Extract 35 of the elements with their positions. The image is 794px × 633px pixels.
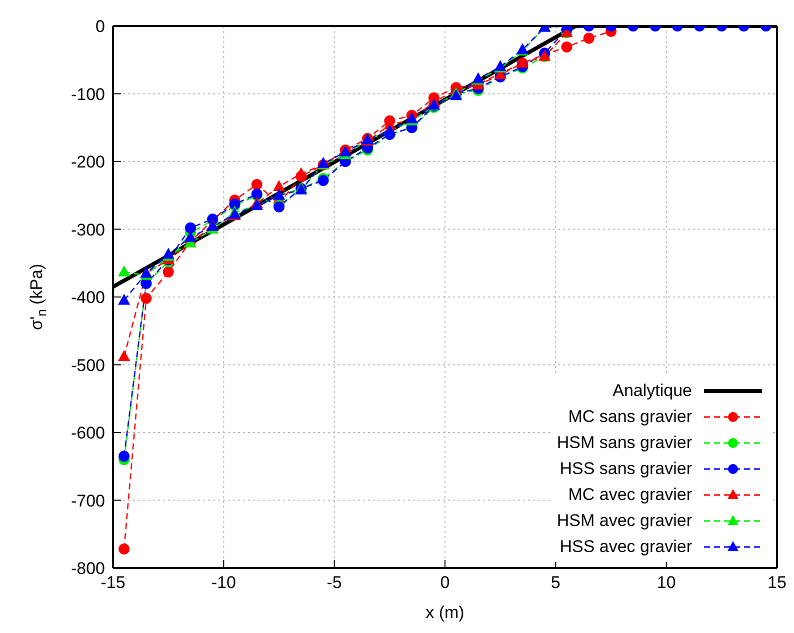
y-tick-label: 0 (96, 17, 105, 36)
point (295, 167, 308, 178)
legend-label: HSS avec gravier (560, 537, 692, 557)
point (118, 350, 130, 362)
x-tick-label: -10 (211, 573, 236, 592)
point (583, 32, 594, 44)
legend-label: HSM avec gravier (556, 511, 692, 531)
x-tick-label: 0 (440, 573, 450, 592)
y-tick-label: -400 (70, 288, 105, 308)
y-tick-label: -700 (70, 491, 105, 510)
point (118, 265, 130, 276)
point (251, 179, 262, 190)
point (561, 42, 572, 53)
y-tick-label: -200 (70, 152, 105, 172)
x-tick-label: 15 (768, 573, 786, 592)
point (118, 294, 130, 305)
y-tick-label: -600 (70, 424, 105, 443)
legend-label: HSS sans gravier (560, 459, 692, 479)
point (118, 544, 130, 555)
x-tick-label: 5 (550, 573, 560, 592)
point (118, 450, 130, 462)
point (272, 180, 286, 191)
y-tick-label: -500 (70, 356, 105, 375)
x-tick-label: -5 (326, 573, 342, 592)
y-tick-label: -100 (70, 84, 105, 104)
legend-label: MC sans gravier (568, 407, 692, 427)
x-axis-title: x (m) (426, 603, 464, 622)
y-tick-label: -300 (70, 220, 105, 240)
legend-label: HSM sans gravier (556, 433, 692, 453)
point (140, 292, 152, 304)
x-tick-label: 10 (656, 573, 676, 592)
legend-label: Analytique (612, 381, 692, 401)
legend-label: MC avec gravier (568, 485, 692, 505)
point (162, 266, 174, 278)
point (184, 222, 196, 234)
